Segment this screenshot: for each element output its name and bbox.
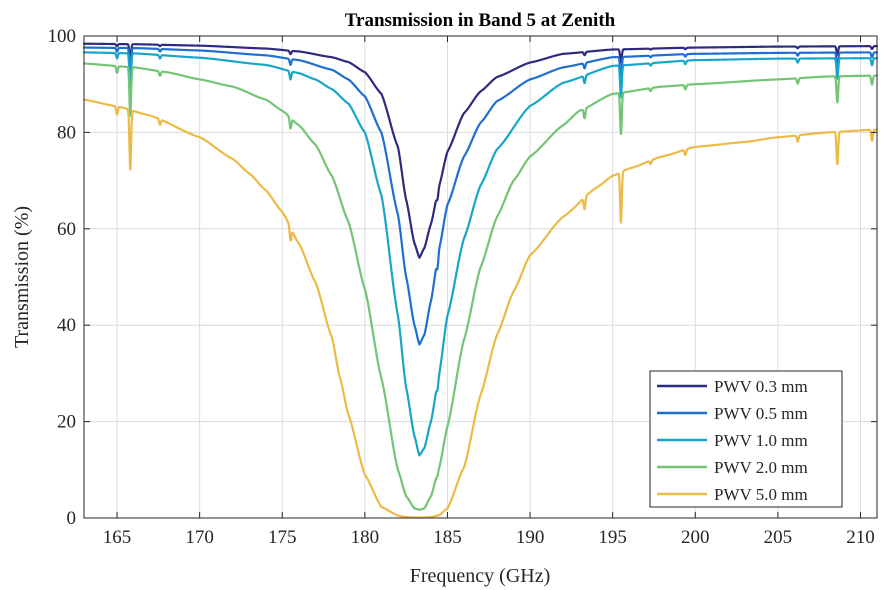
- x-tick-label: 210: [846, 527, 875, 548]
- series-line-1: [82, 42, 879, 259]
- legend-label: PWV 0.5 mm: [714, 404, 808, 423]
- series-line-5: [82, 98, 879, 519]
- x-tick-label: 205: [764, 527, 793, 548]
- series-line-2: [82, 46, 879, 346]
- y-tick-label: 20: [57, 412, 76, 433]
- y-tick-label: 60: [57, 219, 76, 240]
- ticks: 165 170 175 180 185 190 195 200 205 210 0 20 40 60 80 1…: [48, 26, 877, 548]
- legend-label: PWV 0.3 mm: [714, 377, 808, 396]
- chart-title: Transmission in Band 5 at Zenith: [345, 10, 616, 31]
- legend-label: PWV 5.0 mm: [714, 485, 808, 504]
- x-tick-label: 200: [681, 527, 710, 548]
- series-line-4: [82, 62, 879, 511]
- legend-label: PWV 1.0 mm: [714, 431, 808, 450]
- x-tick-label: 165: [103, 527, 132, 548]
- y-axis-label: Transmission (%): [11, 206, 33, 348]
- legend-box: [649, 370, 843, 508]
- x-tick-label: 190: [516, 527, 545, 548]
- legend: PWV 0.3 mm PWV 0.5 mm PWV 1.0 mm PWV 2.0 mm…: [649, 370, 843, 508]
- y-tick-label: 0: [67, 508, 77, 529]
- x-tick-label: 180: [351, 527, 380, 548]
- plot-frame: [83, 35, 878, 519]
- y-tick-label: 100: [48, 26, 77, 47]
- axes: [83, 35, 878, 519]
- x-tick-label: 185: [433, 527, 462, 548]
- series-line-3: [82, 51, 879, 457]
- x-tick-label: 170: [185, 527, 214, 548]
- series-lines: [82, 42, 879, 519]
- y-tick-label: 80: [57, 122, 76, 143]
- x-tick-label: 175: [268, 527, 297, 548]
- y-tick-label: 40: [57, 315, 76, 336]
- legend-label: PWV 2.0 mm: [714, 458, 808, 477]
- x-tick-label: 195: [598, 527, 627, 548]
- x-axis-label: Frequency (GHz): [410, 565, 551, 587]
